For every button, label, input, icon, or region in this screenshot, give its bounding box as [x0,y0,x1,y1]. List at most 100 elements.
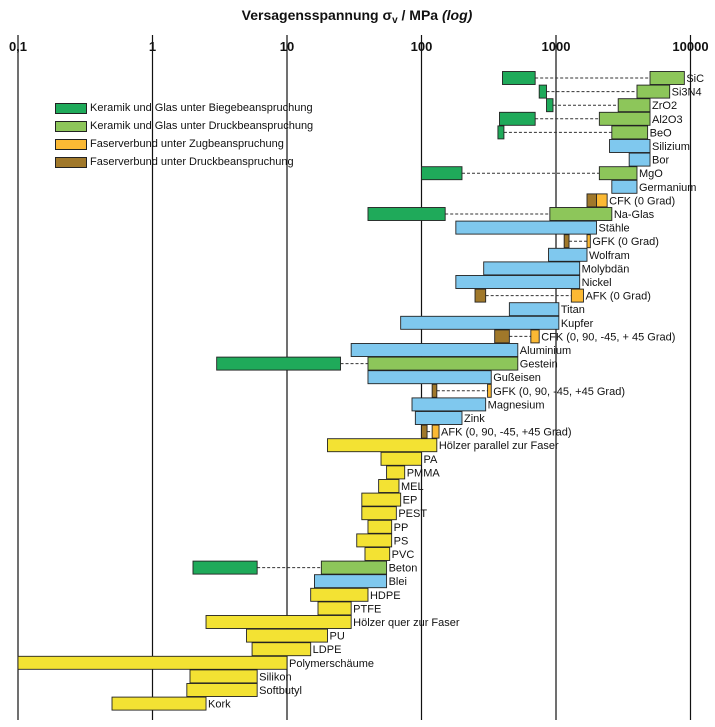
bar-8-0 [611,179,638,194]
legend-swatch-druck [55,120,87,132]
bar-23-0 [431,383,438,398]
bar-label-33: PP [394,522,409,534]
bar-19-1 [530,329,540,344]
bar-label-26: AFK (0, 90, -45, +45 Grad) [441,427,572,439]
bar-label-41: PU [329,631,344,643]
legend-item-biege: Keramik und Glas unter Biegebeanspruchun… [55,99,313,117]
bar-4-1 [611,125,649,140]
legend-swatch-zug-fv [55,138,87,150]
chart-title-scale: (log) [442,7,473,23]
x-tick-label-5: 10000 [672,39,708,54]
bar-label-39: PTFE [353,603,381,615]
bar-0-1 [649,71,685,85]
chart-title-unit: / MPa [398,7,442,23]
bar-label-40: Hölzer quer zur Faser [353,617,460,629]
bar-label-9: CFK (0 Grad) [609,195,675,207]
bar-label-5: Silizium [652,141,690,153]
bar-label-35: PVC [392,549,415,561]
bar-45-0 [186,683,258,697]
legend: Keramik und Glas unter Biegebeanspruchun… [55,99,313,171]
legend-label-zug-fv: Faserverbund unter Zugbeanspruchung [90,138,284,150]
legend-swatch-druck-fv [55,156,87,168]
bar-label-8: Germanium [639,182,696,194]
bar-36-1 [320,560,388,575]
bar-label-23: GFK (0, 90, -45, +45 Grad) [493,386,625,398]
bar-41-0 [246,628,328,643]
bar-label-4: BeO [650,127,672,139]
bar-22-0 [367,370,492,385]
bar-7-0 [421,166,463,181]
legend-item-zug-fv: Faserverbund unter Zugbeanspruchung [55,135,313,153]
bar-24-0 [411,397,487,412]
legend-item-druck: Keramik und Glas unter Druckbeanspruchun… [55,117,313,135]
chart-title-main: Versagensspannung σ [242,7,393,23]
bar-label-28: PA [424,454,439,466]
bar-label-36: Beton [389,563,418,575]
bar-11-0 [455,220,597,235]
bar-2-1 [617,98,651,113]
bar-label-18: Kupfer [561,318,594,330]
bar-label-46: Kork [208,699,231,711]
bar-label-42: LDPE [313,644,342,656]
x-tick-label-3: 100 [411,39,433,54]
legend-label-biege: Keramik und Glas unter Biegebeanspruchun… [90,102,313,114]
bar-18-0 [400,315,560,330]
bar-label-10: Na-Glas [614,209,655,221]
bar-label-32: PEST [398,508,427,520]
bar-21-0 [216,356,341,371]
bar-1-0 [538,84,547,99]
bar-label-44: Silikon [259,671,291,683]
bar-10-1 [549,207,613,221]
chart-title: Versagensspannung σv / MPa (log) [242,7,473,26]
bar-label-11: Stähle [598,223,629,235]
bar-42-0 [251,642,312,657]
bar-17-0 [508,302,560,317]
legend-item-druck-fv: Faserverbund unter Druckbeanspruchung [55,153,313,171]
bar-33-0 [367,519,393,534]
bar-40-0 [205,615,352,629]
bar-30-0 [378,479,400,493]
bar-12-0 [563,234,570,249]
bar-label-3: Al2O3 [652,114,683,126]
bar-38-0 [310,587,369,602]
bar-12-1 [586,234,591,249]
bar-label-2: ZrO2 [652,100,677,112]
bar-9-0 [586,193,597,208]
bar-label-1: Si3N4 [672,87,702,99]
bar-label-7: MgO [639,168,663,180]
bar-label-0: SiC [686,73,704,85]
bar-label-16: AFK (0 Grad) [585,291,650,303]
bar-label-43: Polymerschäume [289,658,374,670]
bar-label-15: Nickel [582,277,612,289]
bar-10-0 [367,207,446,221]
bar-7-1 [598,166,638,181]
bar-label-14: Molybdän [582,263,630,275]
x-tick-label-0: 0,1 [9,39,27,54]
bar-2-0 [546,98,554,113]
chart-title-sub: v [392,15,398,26]
legend-label-druck-fv: Faserverbund unter Druckbeanspruchung [90,156,294,168]
bar-label-6: Bor [652,155,669,167]
bar-label-31: EP [403,495,418,507]
bar-3-1 [598,111,651,126]
bar-label-13: Wolfram [589,250,630,262]
bar-28-0 [380,451,422,466]
bar-label-20: Aluminium [520,345,571,357]
bar-19-0 [494,329,510,344]
bar-label-38: HDPE [370,590,401,602]
bar-label-21: Gestein [520,359,558,371]
bar-16-1 [570,288,584,303]
x-tick-labels: 0,1 1 10 100 1000 10000 [9,39,709,54]
bar-32-0 [361,506,397,521]
bar-label-12: GFK (0 Grad) [592,236,659,248]
x-tick-label-4: 1000 [542,39,571,54]
bar-34-0 [356,533,393,548]
bar-6-0 [628,152,651,167]
x-tick-label-1: 1 [149,39,156,54]
bar-label-30: MEL [401,481,424,493]
bar-label-25: Zink [464,413,485,425]
bar-14-0 [483,261,581,276]
bar-label-17: Titan [561,304,585,316]
bar-43-0 [17,655,288,670]
